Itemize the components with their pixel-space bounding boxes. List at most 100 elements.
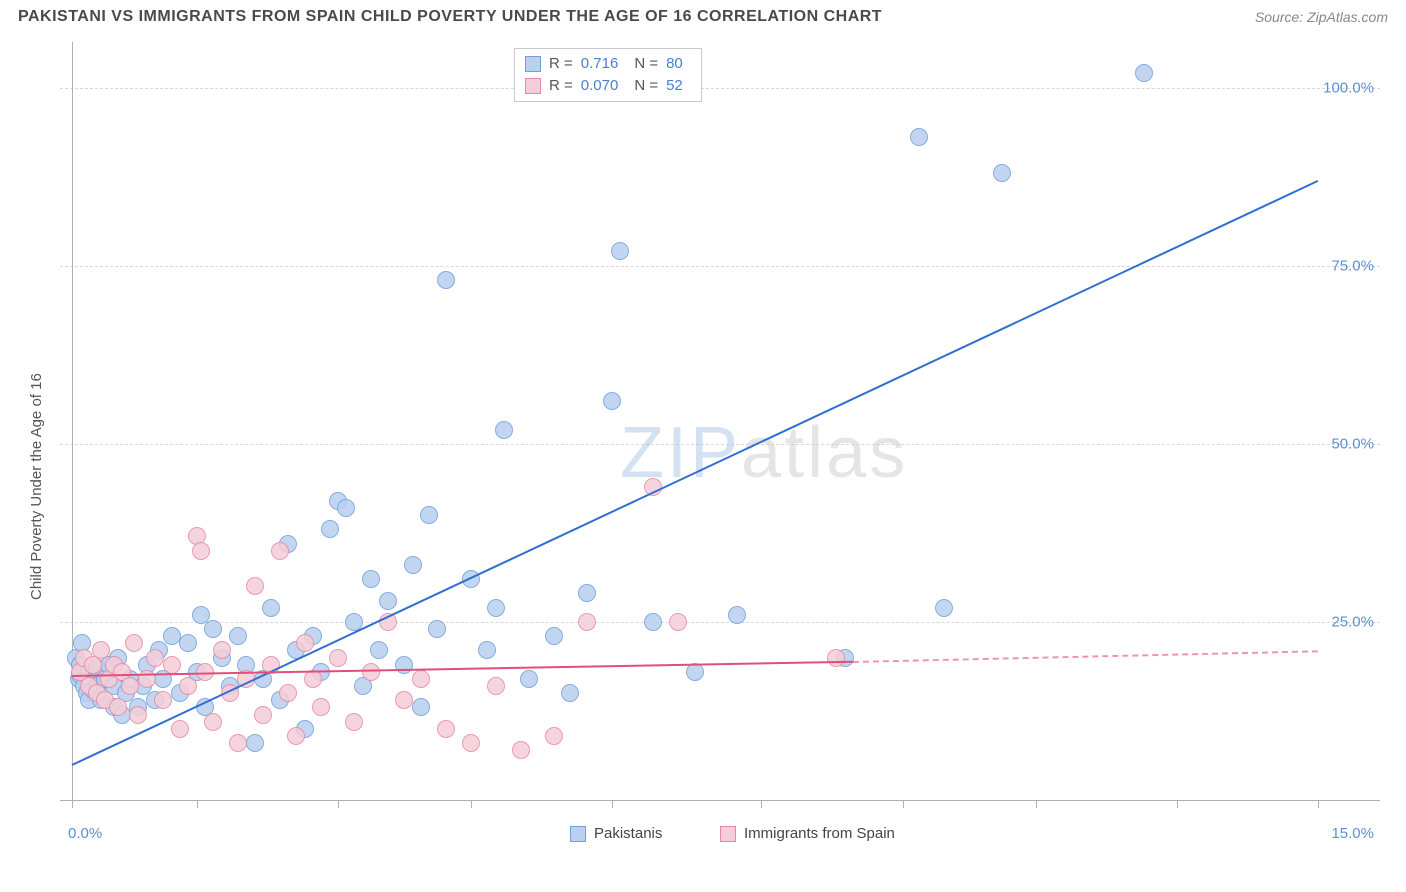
data-point <box>395 691 413 709</box>
data-point <box>644 613 662 631</box>
data-point <box>578 613 596 631</box>
y-tick-label: 50.0% <box>1331 435 1374 452</box>
data-point <box>362 663 380 681</box>
data-point <box>495 421 513 439</box>
grid-line <box>60 88 1380 89</box>
legend-label: Pakistanis <box>594 825 662 842</box>
data-point <box>827 649 845 667</box>
data-point <box>109 698 127 716</box>
stat-label: N = <box>634 53 658 75</box>
x-tick <box>1036 800 1037 808</box>
grid-line <box>60 444 1380 445</box>
data-point <box>171 720 189 738</box>
data-point <box>545 727 563 745</box>
x-tick <box>338 800 339 808</box>
data-point <box>312 698 330 716</box>
data-point <box>520 670 538 688</box>
data-point <box>412 698 430 716</box>
data-point <box>246 577 264 595</box>
legend-item: Immigrants from Spain <box>720 825 895 842</box>
data-point <box>487 599 505 617</box>
data-point <box>204 620 222 638</box>
data-point <box>246 734 264 752</box>
data-point <box>437 720 455 738</box>
data-point <box>412 670 430 688</box>
x-tick <box>1177 800 1178 808</box>
data-point <box>229 734 247 752</box>
data-point <box>192 542 210 560</box>
y-tick-label: 100.0% <box>1323 79 1374 96</box>
legend-swatch <box>525 78 541 94</box>
data-point <box>428 620 446 638</box>
x-tick <box>471 800 472 808</box>
legend-item: Pakistanis <box>570 825 662 842</box>
data-point <box>271 542 289 560</box>
data-point <box>329 649 347 667</box>
data-point <box>437 271 455 289</box>
x-tick-label: 15.0% <box>1331 825 1374 842</box>
stat-label: N = <box>634 75 658 97</box>
data-point <box>125 634 143 652</box>
stats-row: R =0.716N =80 <box>525 53 691 75</box>
data-point <box>420 506 438 524</box>
chart-title: PAKISTANI VS IMMIGRANTS FROM SPAIN CHILD… <box>18 8 882 26</box>
data-point <box>993 164 1011 182</box>
data-point <box>1135 64 1153 82</box>
data-point <box>512 741 530 759</box>
data-point <box>561 684 579 702</box>
data-point <box>669 613 687 631</box>
chart-source: Source: ZipAtlas.com <box>1255 9 1388 25</box>
y-axis-label: Child Poverty Under the Age of 16 <box>28 373 45 600</box>
x-tick <box>72 800 73 808</box>
data-point <box>296 634 314 652</box>
data-point <box>129 706 147 724</box>
stat-r-value: 0.070 <box>581 75 619 97</box>
data-point <box>487 677 505 695</box>
data-point <box>910 128 928 146</box>
data-point <box>379 592 397 610</box>
data-point <box>213 641 231 659</box>
scatter-chart: 25.0% 50.0% 75.0% 100.0% 0.0% 15.0% ZIPatlas R … <box>60 42 1380 842</box>
data-point <box>262 599 280 617</box>
grid-line <box>60 266 1380 267</box>
x-tick <box>761 800 762 808</box>
data-point <box>578 584 596 602</box>
data-point <box>179 677 197 695</box>
stat-label: R = <box>549 75 573 97</box>
stats-row: R = 0.070 N = 52 <box>525 75 691 97</box>
stat-n-value: 52 <box>666 75 683 97</box>
y-tick-label: 75.0% <box>1331 257 1374 274</box>
trend-line <box>853 650 1318 663</box>
data-point <box>121 677 139 695</box>
data-point <box>204 713 222 731</box>
data-point <box>179 634 197 652</box>
data-point <box>279 684 297 702</box>
data-point <box>603 392 621 410</box>
x-tick-label: 0.0% <box>68 825 102 842</box>
grid-line <box>60 622 1380 623</box>
data-point <box>254 706 272 724</box>
y-tick-label: 25.0% <box>1331 613 1374 630</box>
data-point <box>154 691 172 709</box>
data-point <box>404 556 422 574</box>
data-point <box>545 627 563 645</box>
x-tick <box>612 800 613 808</box>
data-point <box>611 242 629 260</box>
stats-box: R =0.716N =80R =0.070N =52 <box>514 48 702 102</box>
data-point <box>229 627 247 645</box>
watermark: ZIPatlas <box>620 412 908 494</box>
stat-label: R = <box>549 53 573 75</box>
stat-r-value: 0.716 <box>581 53 619 75</box>
data-point <box>321 520 339 538</box>
x-tick <box>1318 800 1319 808</box>
legend-swatch <box>525 56 541 72</box>
data-point <box>728 606 746 624</box>
legend-swatch <box>720 826 736 842</box>
data-point <box>370 641 388 659</box>
data-point <box>146 649 164 667</box>
chart-header: PAKISTANI VS IMMIGRANTS FROM SPAIN CHILD… <box>0 0 1406 30</box>
data-point <box>163 627 181 645</box>
data-point <box>935 599 953 617</box>
legend-label: Immigrants from Spain <box>744 825 895 842</box>
x-tick <box>197 800 198 808</box>
